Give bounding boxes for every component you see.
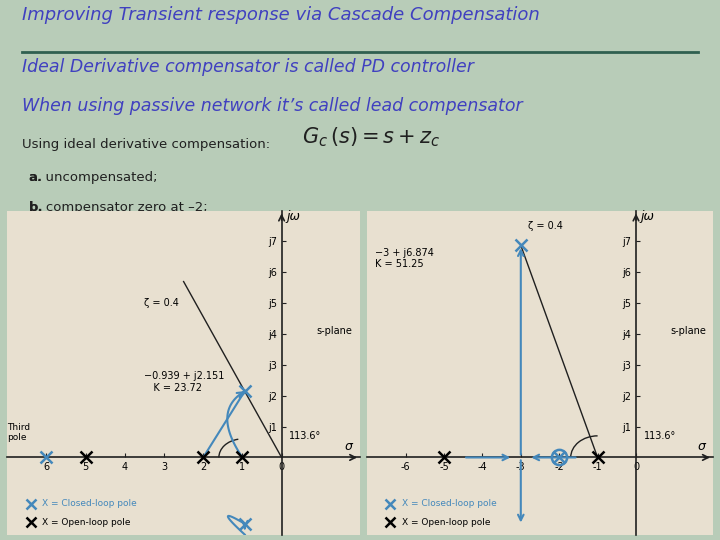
Text: When using passive network it’s called lead compensator: When using passive network it’s called l…	[22, 97, 522, 115]
Text: b.: b.	[29, 201, 43, 214]
Text: jω: jω	[641, 210, 654, 223]
Text: jω: jω	[287, 210, 300, 223]
Text: X = Open-loop pole: X = Open-loop pole	[42, 518, 131, 526]
Text: X = Closed-loop pole: X = Closed-loop pole	[42, 500, 138, 508]
Text: s-plane: s-plane	[670, 326, 706, 336]
Text: ζ = 0.4: ζ = 0.4	[528, 221, 563, 231]
Text: 113.6°: 113.6°	[644, 431, 676, 441]
Text: ζ = 0.4: ζ = 0.4	[145, 298, 179, 308]
Text: Using ideal derivative compensation:: Using ideal derivative compensation:	[22, 138, 270, 151]
Text: 113.6°: 113.6°	[289, 431, 322, 441]
Text: s-plane: s-plane	[317, 326, 353, 336]
Text: −3 + j6.874
K = 51.25: −3 + j6.874 K = 51.25	[375, 248, 433, 269]
Text: σ: σ	[698, 440, 706, 453]
Text: σ: σ	[344, 440, 352, 453]
Text: X = Open-loop pole: X = Open-loop pole	[402, 518, 490, 526]
Text: Third
pole: Third pole	[7, 423, 30, 442]
Text: Improving Transient response via Cascade Compensation: Improving Transient response via Cascade…	[22, 6, 539, 24]
Text: −0.939 + j2.151
   K = 23.72: −0.939 + j2.151 K = 23.72	[145, 371, 225, 393]
Text: $G_c\,(s) = s + z_c$: $G_c\,(s) = s + z_c$	[302, 125, 441, 149]
Text: a.: a.	[29, 171, 43, 184]
Text: a. uncompensated;: a. uncompensated;	[29, 171, 157, 184]
Text: Ideal Derivative compensator is called PD controller: Ideal Derivative compensator is called P…	[22, 58, 474, 76]
Text: b. compensator zero at –2;: b. compensator zero at –2;	[29, 201, 207, 214]
Text: X = Closed-loop pole: X = Closed-loop pole	[402, 500, 497, 508]
